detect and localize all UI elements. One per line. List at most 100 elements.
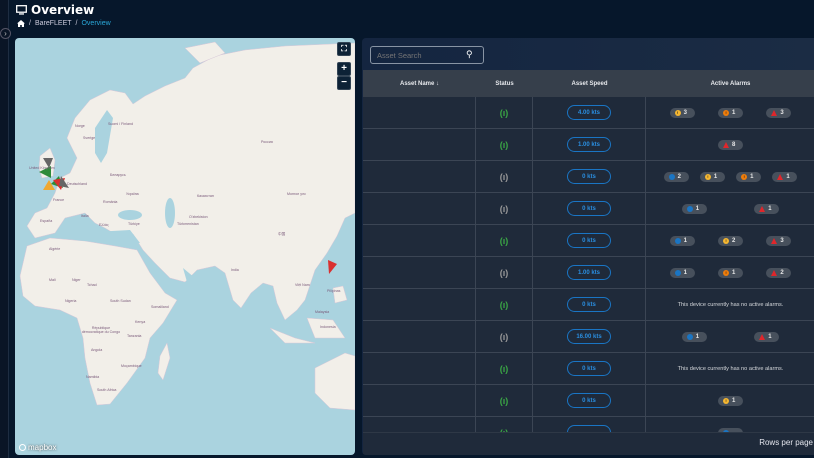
signal-antenna-icon: (ı)	[499, 203, 509, 214]
status-cell: (ı)	[476, 417, 533, 432]
table-row[interactable]: (ı) 1.00 kts 8	[363, 129, 814, 161]
speed-cell: 1.00 kts	[533, 129, 646, 160]
column-status[interactable]: Status	[495, 80, 514, 87]
asset-name-cell[interactable]	[363, 353, 476, 384]
speed-badge: 0 kts	[567, 297, 611, 312]
map-label: South Africa	[97, 388, 117, 392]
warning-alarm-icon: !	[723, 397, 729, 404]
alarm-badge-critical[interactable]: 3	[766, 107, 792, 118]
asset-name-cell[interactable]	[363, 385, 476, 416]
alarm-badge-critical[interactable]: 8	[718, 139, 743, 150]
map-label: Việt Nam	[295, 283, 310, 287]
column-asset-speed[interactable]: Asset Speed	[571, 80, 608, 87]
major-alarm-icon: !	[741, 173, 748, 180]
table-row[interactable]: (ı) 0 kts ! 1	[363, 385, 814, 417]
mapbox-logo[interactable]: mapbox	[19, 443, 56, 452]
alarm-badge-warning[interactable]: ! 1	[699, 171, 725, 182]
table-row[interactable]: (ı) 1.00 kts 1 ! 1 2	[363, 257, 814, 289]
critical-alarm-icon	[759, 333, 766, 340]
sort-arrow-down-icon: ↓	[436, 80, 440, 87]
critical-alarm-icon	[723, 141, 729, 148]
table-row[interactable]: (ı) 0 kts 1 ! 2 3	[363, 225, 814, 257]
asset-table-panel: ⚲ Asset Name ↓ Status Asset Speed Active…	[362, 38, 814, 455]
alarm-badge-warning[interactable]: ! 1	[718, 395, 743, 406]
status-cell: (ı)	[476, 97, 533, 128]
alarm-badge-info[interactable]: 1	[681, 203, 707, 214]
asset-name-cell[interactable]	[363, 321, 476, 352]
no-alarms-text: This device currently has no active alar…	[677, 301, 784, 308]
asset-name-cell[interactable]	[363, 257, 476, 288]
expand-sidebar-button[interactable]: ›	[0, 28, 11, 39]
map-label: Namibia	[86, 375, 100, 379]
fullscreen-button[interactable]: ⛶	[337, 42, 351, 56]
alarms-cell	[646, 417, 814, 432]
map-label: Italia	[81, 214, 89, 218]
alarm-badge-critical[interactable]: 2	[766, 267, 792, 278]
warning-alarm-icon: !	[722, 237, 729, 244]
vessel-marker	[328, 260, 337, 274]
table-row[interactable]: (ı) 0 kts 1 1	[363, 193, 814, 225]
column-active-alarms[interactable]: Active Alarms	[710, 80, 751, 87]
alarm-badge-warning[interactable]: ! 2	[717, 235, 743, 246]
breadcrumb-bareFleet[interactable]: BareFLEET	[34, 20, 72, 27]
signal-antenna-icon: (ı)	[499, 363, 509, 374]
alarm-badge-info[interactable]: 1	[669, 235, 695, 246]
map-label: România	[103, 200, 118, 204]
no-alarms-text: This device currently has no active alar…	[677, 365, 784, 372]
chevron-right-icon: ›	[4, 29, 7, 38]
info-alarm-icon	[723, 429, 729, 432]
map-label: Norge	[75, 124, 85, 128]
map-label: Kenya	[135, 320, 146, 324]
asset-search-input[interactable]	[370, 46, 484, 64]
table-row[interactable]: (ı)	[363, 417, 814, 432]
asset-name-cell[interactable]	[363, 193, 476, 224]
zoom-in-button[interactable]: +	[337, 62, 351, 76]
signal-antenna-icon: (ı)	[499, 267, 509, 278]
asset-name-cell[interactable]	[363, 97, 476, 128]
alarm-badge-info[interactable]	[718, 427, 743, 432]
table-row[interactable]: (ı) 0 kts This device currently has no act…	[363, 289, 814, 321]
fleet-map[interactable]: Norge Sverige Suomi / Finland United Kin…	[15, 38, 355, 455]
vessel-marker	[39, 166, 51, 178]
table-row[interactable]: (ı) 0 kts 2 ! 1 ! 1 1	[363, 161, 814, 193]
asset-name-cell[interactable]	[363, 417, 476, 432]
asset-name-cell[interactable]	[363, 289, 476, 320]
vessel-markers[interactable]	[39, 158, 337, 274]
search-icon[interactable]: ⚲	[466, 49, 473, 59]
map-label: Türkiye	[128, 222, 140, 226]
map-label: Niger	[72, 278, 81, 282]
zoom-out-button[interactable]: −	[337, 76, 351, 90]
page-title: Overview	[16, 3, 94, 17]
speed-cell: 16.00 kts	[533, 321, 646, 352]
map-label: Moçambique	[121, 364, 142, 368]
alarm-badge-major[interactable]: ! 1	[717, 267, 743, 278]
asset-name-cell[interactable]	[363, 129, 476, 160]
alarm-badge-info[interactable]: 2	[663, 171, 689, 182]
speed-cell: 0 kts	[533, 193, 646, 224]
map-label: Deutschland	[67, 182, 87, 186]
alarm-badge-major[interactable]: ! 1	[717, 107, 743, 118]
alarm-badge-critical[interactable]: 3	[766, 235, 792, 246]
alarm-badge-warning[interactable]: ! 3	[669, 107, 695, 118]
table-row[interactable]: (ı) 16.00 kts 1 1	[363, 321, 814, 353]
speed-cell: 0 kts	[533, 225, 646, 256]
asset-name-cell[interactable]	[363, 161, 476, 192]
vessel-marker	[43, 180, 55, 190]
signal-antenna-icon: (ı)	[499, 171, 509, 182]
breadcrumb-overview[interactable]: Overview	[81, 20, 111, 27]
alarm-badge-critical[interactable]: 1	[754, 203, 780, 214]
alarm-badge-major[interactable]: ! 1	[736, 171, 762, 182]
map-label: United Kingdom	[29, 166, 55, 170]
table-row[interactable]: (ı) 0 kts This device currently has no act…	[363, 353, 814, 385]
asset-name-cell[interactable]	[363, 225, 476, 256]
warning-alarm-icon: !	[704, 173, 711, 180]
alarm-badge-info[interactable]: 1	[669, 267, 695, 278]
alarm-badge-critical[interactable]: 1	[772, 171, 798, 182]
table-row[interactable]: (ı) 4.00 kts ! 3 ! 1 3	[363, 97, 814, 129]
speed-badge: 0 kts	[567, 233, 611, 248]
alarm-badge-critical[interactable]: 1	[754, 331, 780, 342]
alarm-badge-info[interactable]: 1	[681, 331, 707, 342]
map-label: South Sudan	[110, 299, 131, 303]
column-asset-name[interactable]: Asset Name ↓	[399, 80, 440, 87]
home-icon[interactable]	[17, 20, 25, 27]
